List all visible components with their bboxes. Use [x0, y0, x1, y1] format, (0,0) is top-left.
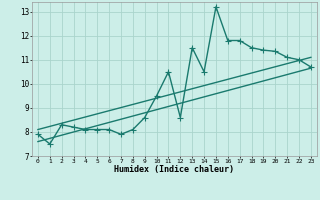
X-axis label: Humidex (Indice chaleur): Humidex (Indice chaleur) — [115, 165, 234, 174]
